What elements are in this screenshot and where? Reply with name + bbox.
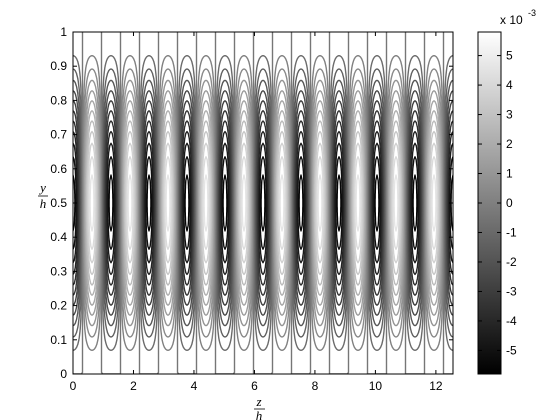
colorbar-multiplier-exponent: -3	[528, 8, 536, 18]
y-tick-label: 1	[60, 25, 67, 39]
y-tick-label: 0.6	[50, 162, 67, 176]
y-tick-label: 0.1	[50, 333, 67, 347]
y-tick-label: 0.3	[50, 264, 67, 278]
colorbar-ticks: -5 -4 -3 -2 -1 0 1 2 3 4 5	[478, 49, 517, 357]
y-tick-label: 0	[60, 367, 67, 381]
colorbar-tick-label: 1	[506, 167, 513, 181]
colorbar-tick-label: 0	[506, 196, 513, 210]
y-tick-label: 0.8	[50, 93, 67, 107]
contour-level-line	[86, 130, 440, 276]
x-tick-label: 12	[429, 379, 443, 393]
y-tick-label: 0.7	[50, 128, 67, 142]
x-tick-label: 10	[369, 379, 383, 393]
colorbar-multiplier: x 10 -3	[500, 8, 536, 27]
x-axis-label-denominator: h	[256, 408, 263, 420]
x-tick-label: 4	[191, 379, 198, 393]
y-tick-label: 0.9	[50, 59, 67, 73]
y-axis-label-denominator: h	[40, 196, 47, 211]
x-tick-label: 6	[251, 379, 258, 393]
colorbar-tick-label: 4	[506, 78, 513, 92]
colorbar-multiplier-base: x 10	[500, 13, 523, 27]
y-axis-label-numerator: y	[38, 180, 46, 195]
y-axis-label: y h	[38, 180, 48, 211]
y-tick-label: 0.2	[50, 299, 67, 313]
colorbar-tick-label: -4	[506, 314, 517, 328]
colorbar-tick-label: -2	[506, 255, 517, 269]
colorbar-tick-label: 3	[506, 108, 513, 122]
colorbar-tick-label: -3	[506, 284, 517, 298]
y-axis: 0 0.1 0.2 0.3 0.4 0.5 0.6 0.7 0.8 0.9 1	[50, 25, 453, 381]
colorbar-tick-label: 2	[506, 137, 513, 151]
colorbar-tick-label: 5	[506, 49, 513, 63]
x-axis-label-numerator: z	[255, 394, 261, 409]
y-tick-label: 0.5	[50, 196, 67, 210]
contour-lines	[73, 32, 453, 374]
colorbar-tick-label: -1	[506, 225, 517, 239]
contour-level-line	[87, 142, 439, 264]
x-tick-label: 8	[312, 379, 319, 393]
x-axis: 0 2 4 6 8 10 12	[70, 32, 443, 393]
colorbar-tick-label: -5	[506, 343, 517, 357]
x-axis-label: z h	[254, 394, 265, 420]
y-tick-label: 0.4	[50, 230, 67, 244]
x-tick-label: 2	[130, 379, 137, 393]
contour-level-line	[88, 156, 438, 250]
x-tick-label: 0	[70, 379, 77, 393]
contour-level-line	[89, 174, 437, 232]
